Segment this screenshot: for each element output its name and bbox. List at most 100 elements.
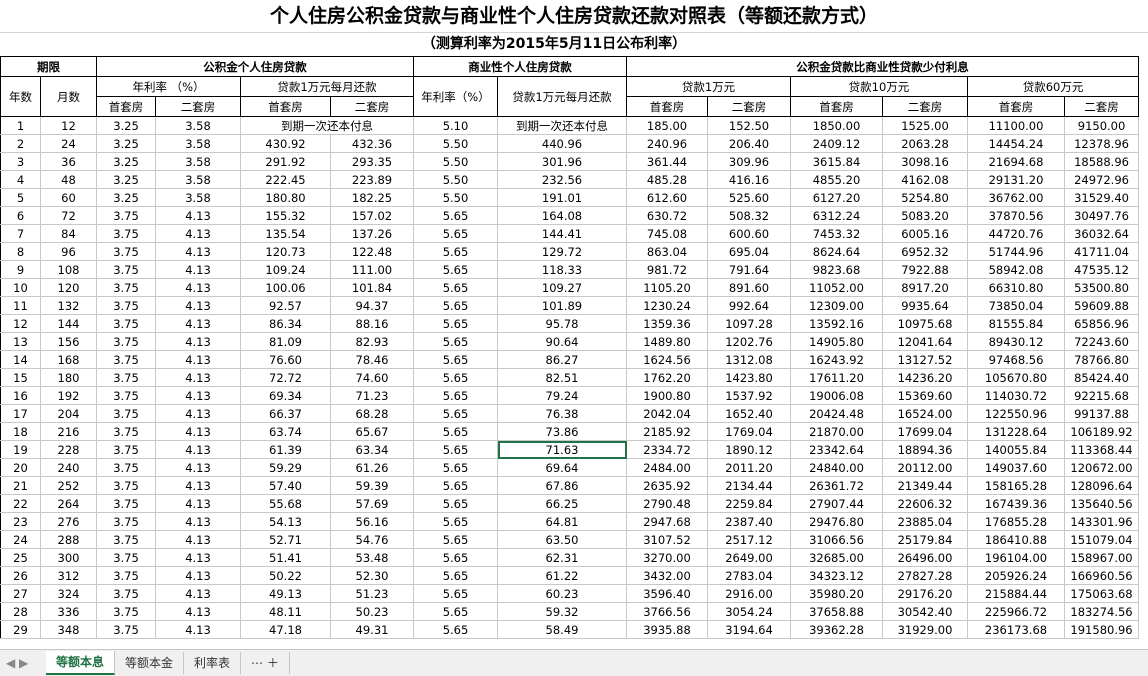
- cell: 50.23: [330, 602, 414, 621]
- sheet-tab[interactable]: 等额本金: [115, 652, 185, 674]
- cell: 2134.44: [707, 476, 791, 495]
- cell: 240.96: [626, 134, 708, 153]
- cell: 5.50: [413, 170, 498, 189]
- cell: 71.63: [497, 440, 627, 459]
- cell: 5.65: [413, 368, 498, 387]
- cell: 612.60: [626, 188, 708, 207]
- cell: 18: [0, 422, 41, 441]
- cell: 72.72: [240, 368, 331, 387]
- cell: 105670.80: [967, 368, 1065, 387]
- cell: 1202.76: [707, 332, 791, 351]
- cell: 12041.64: [882, 332, 968, 351]
- cell: 36032.64: [1063, 224, 1140, 243]
- cell: 3.75: [96, 242, 156, 261]
- col-header: 首套房: [967, 96, 1065, 117]
- cell: 132: [40, 296, 97, 315]
- cell: 92.57: [240, 296, 331, 315]
- cell: 48: [40, 170, 97, 189]
- cell: 2185.92: [626, 422, 708, 441]
- sheet-tab[interactable]: 利率表: [184, 652, 242, 674]
- cell: 39362.28: [790, 620, 883, 639]
- cell: 1762.20: [626, 368, 708, 387]
- cell: 76.60: [240, 350, 331, 369]
- cell: 1: [0, 116, 41, 135]
- cell: 29176.20: [882, 584, 968, 603]
- cell: 17: [0, 404, 41, 423]
- cell: 51744.96: [967, 242, 1065, 261]
- cell: 225966.72: [967, 602, 1065, 621]
- cell: 416.16: [707, 170, 791, 189]
- cell: 36: [40, 152, 97, 171]
- col-header: 二套房: [155, 96, 241, 117]
- cell: 2916.00: [707, 584, 791, 603]
- cell: 24840.00: [790, 458, 883, 477]
- cell: 4.13: [155, 458, 241, 477]
- cell: 1230.24: [626, 296, 708, 315]
- cell: 30497.76: [1063, 206, 1140, 225]
- cell: 7: [0, 224, 41, 243]
- cell: 109.27: [497, 278, 627, 297]
- cell: 31529.40: [1063, 188, 1140, 207]
- cell: 215884.44: [967, 584, 1065, 603]
- cell: 60: [40, 188, 97, 207]
- cell: 25: [0, 548, 41, 567]
- cell: 2: [0, 134, 41, 153]
- cell: 4.13: [155, 242, 241, 261]
- col-header: 首套房: [96, 96, 156, 117]
- cell: 29131.20: [967, 170, 1065, 189]
- cell: 1105.20: [626, 278, 708, 297]
- cell: 29: [0, 620, 41, 639]
- cell: 3.58: [155, 188, 241, 207]
- cell: 4.13: [155, 206, 241, 225]
- cell: 156: [40, 332, 97, 351]
- cell: 3766.56: [626, 602, 708, 621]
- cell: 61.22: [497, 566, 627, 585]
- cell: 151079.04: [1063, 530, 1140, 549]
- cell: 5.65: [413, 458, 498, 477]
- cell: 59609.88: [1063, 296, 1140, 315]
- cell: 158967.00: [1063, 548, 1140, 567]
- cell: 12: [40, 116, 97, 135]
- cell: 196104.00: [967, 548, 1065, 567]
- cell: 96: [40, 242, 97, 261]
- cell: 157.02: [330, 206, 414, 225]
- cell: 3935.88: [626, 620, 708, 639]
- cell: 120672.00: [1063, 458, 1140, 477]
- cell: 3.75: [96, 206, 156, 225]
- tab-nav[interactable]: ◀ ▶: [6, 656, 29, 670]
- cell: 5.50: [413, 152, 498, 171]
- cell: 37658.88: [790, 602, 883, 621]
- cell: 57.69: [330, 494, 414, 513]
- cell: 5.65: [413, 350, 498, 369]
- cell: 5.65: [413, 206, 498, 225]
- sub-header: 贷款60万元: [966, 76, 1140, 97]
- cell: 1525.00: [882, 116, 968, 135]
- cell: 3270.00: [626, 548, 708, 567]
- cell: 3.58: [155, 134, 241, 153]
- cell: 5.65: [413, 296, 498, 315]
- sub-header: 贷款1万元每月还款: [240, 76, 414, 97]
- cell: 24972.96: [1063, 170, 1140, 189]
- cell: 67.86: [497, 476, 627, 495]
- cell: 19: [0, 440, 41, 459]
- add-sheet[interactable]: ⋯ ＋: [241, 652, 290, 674]
- cell: 26496.00: [882, 548, 968, 567]
- cell: 9823.68: [790, 260, 883, 279]
- cell: 94.37: [330, 296, 414, 315]
- group-header: 商业性个人住房贷款: [413, 56, 627, 77]
- cell: 7453.32: [790, 224, 883, 243]
- cell: 600.60: [707, 224, 791, 243]
- cell: 5.65: [413, 422, 498, 441]
- cell: 3.58: [155, 152, 241, 171]
- cell: 99137.88: [1063, 404, 1140, 423]
- data-table: 期限 公积金个人住房贷款 商业性个人住房贷款 公积金贷款比商业性贷款少付利息 年数 月数年…: [0, 56, 1140, 639]
- cell: 3.75: [96, 584, 156, 603]
- sheet-tab[interactable]: 等额本息: [46, 651, 116, 675]
- cell: 3.58: [155, 116, 241, 135]
- cell: 16: [0, 386, 41, 405]
- cell: 17699.04: [882, 422, 968, 441]
- sub-header: 年数: [0, 76, 41, 117]
- cell: 58.49: [497, 620, 627, 639]
- cell: 35980.20: [790, 584, 883, 603]
